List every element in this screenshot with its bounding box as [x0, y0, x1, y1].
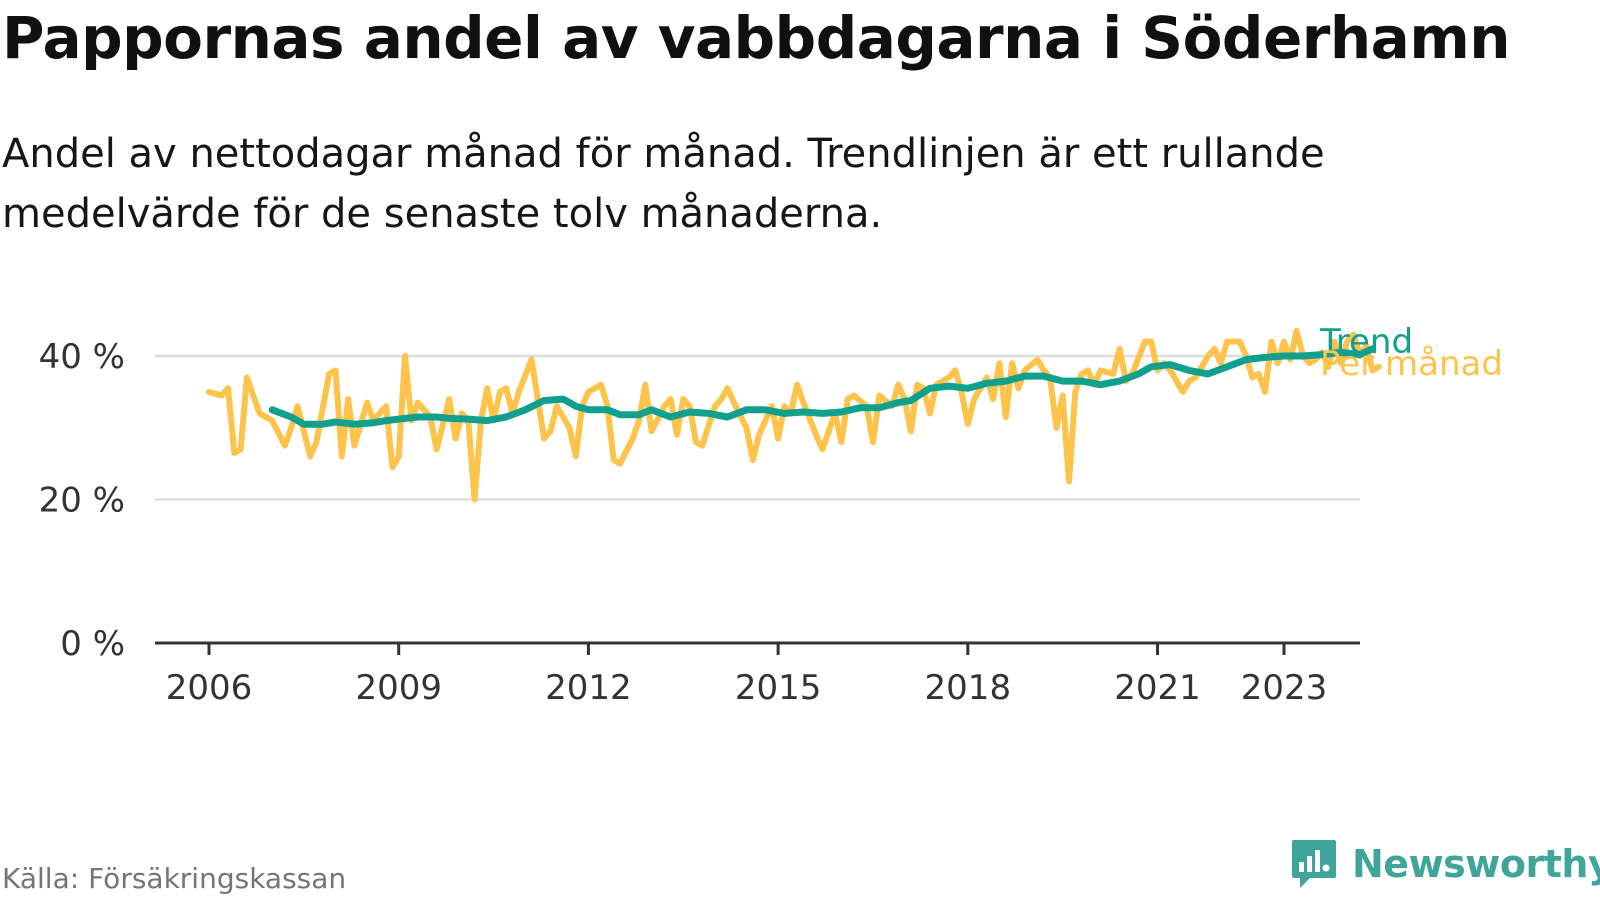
- x-tick-label: 2018: [925, 668, 1012, 708]
- newsworthy-logo: Newsworthy: [1290, 838, 1600, 890]
- x-tick-label: 2012: [545, 668, 632, 708]
- source-note: Källa: Försäkringskassan: [2, 862, 347, 895]
- chart-subtitle: Andel av nettodagar månad för månad. Tre…: [2, 131, 1325, 237]
- y-tick-label: 20 %: [39, 481, 125, 521]
- series-line-trend: [268, 345, 1376, 428]
- x-tick-label: 2015: [735, 668, 822, 708]
- x-tick-label: 2009: [355, 668, 442, 708]
- gridlines: [155, 354, 1360, 501]
- y-tick-label: 40 %: [39, 337, 125, 377]
- chart-title: Pappornas andel av vabbdagarna i Söderha…: [2, 4, 1511, 72]
- x-axis-ticks: 2006 2009 2012 2015 2018 2021 2023: [166, 643, 1328, 708]
- series-line-per-manad: [206, 327, 1382, 503]
- x-tick-label: 2023: [1241, 668, 1328, 708]
- series-label-trend: Trend: [1319, 322, 1413, 362]
- y-axis-tick-labels: 0 % 20 % 40 %: [39, 337, 125, 664]
- line-chart: 0 % 20 % 40 % 2006 2009 2012 2015 2018 2021 2023…: [39, 322, 1503, 708]
- series-label-per-manad: Per månad: [1320, 344, 1503, 384]
- x-tick-label: 2021: [1114, 668, 1201, 708]
- x-tick-label: 2006: [166, 668, 253, 708]
- newsworthy-logo-icon: [1292, 840, 1336, 888]
- brand-name: Newsworthy: [1352, 842, 1600, 886]
- y-tick-label: 0 %: [60, 624, 125, 664]
